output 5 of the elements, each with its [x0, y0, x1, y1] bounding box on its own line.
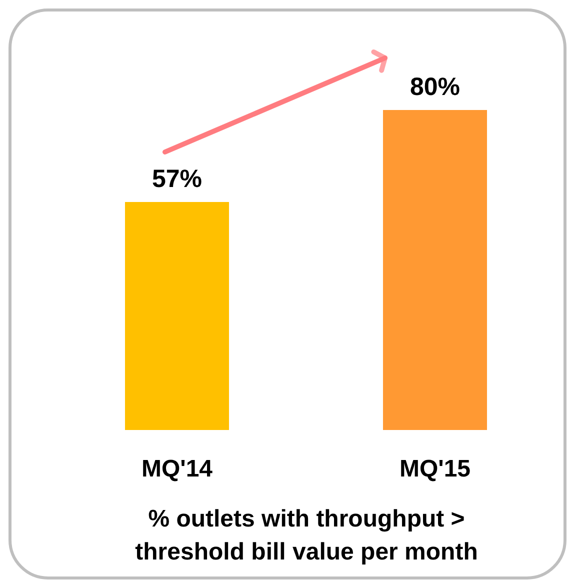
x-tick-label: MQ'14: [141, 456, 214, 482]
x-axis-title: % outlets with throughput > threshold bill value per month: [135, 506, 478, 566]
data-label: 57%: [152, 165, 202, 193]
x-tick-label: MQ'15: [399, 456, 471, 482]
data-label: 80%: [410, 73, 460, 101]
